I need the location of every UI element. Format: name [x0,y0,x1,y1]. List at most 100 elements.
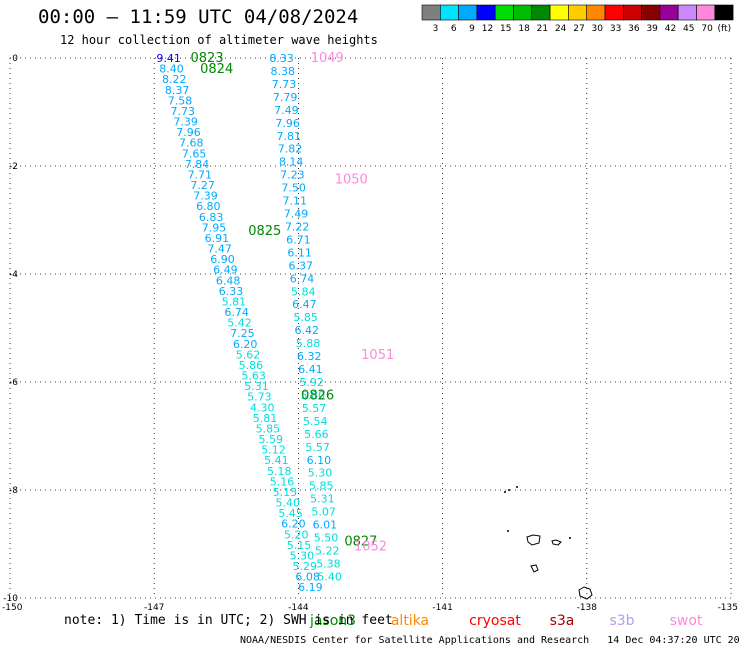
colorbar-swatch [568,4,588,21]
colorbar-swatch [549,4,569,21]
wave-height-label: 7.79 [273,91,298,104]
wave-height-label: 5.40 [317,570,342,583]
y-tick-label: -8 [9,486,18,496]
colorbar-label: 45 [683,24,694,34]
wave-height-label: 7.71 [188,168,213,181]
wave-height-label: 5.62 [236,348,261,361]
colorbar-swatch [458,4,478,21]
wave-height-label: 4.30 [250,401,275,414]
wave-height-label: 5.40 [275,497,300,510]
colorbar-label: 15 [500,24,511,34]
wave-height-label: 5.29 [292,560,317,573]
wave-height-label: 5.86 [239,359,264,372]
wave-height-label: 6.01 [313,519,338,532]
x-tick-label: -147 [144,603,164,613]
wave-height-label: 5.84 [291,285,316,298]
wave-height-label: 7.68 [179,137,204,150]
wave-height-label: 8.37 [165,84,190,97]
pass-time-label: 1051 [361,348,394,363]
footer-note: note: 1) Time is in UTC; 2) SWH is in fe… [64,613,393,628]
pass-time-label: 1052 [354,540,387,555]
colorbar-swatch [714,4,734,21]
wave-height-label: 7.58 [168,94,193,107]
wave-height-label: 5.31 [244,380,269,393]
wave-height-label: 5.63 [241,370,266,383]
x-tick-label: -141 [432,603,452,613]
wave-height-label: 6.74 [290,272,315,285]
wave-height-label: 6.32 [297,350,322,363]
wave-height-label: 7.49 [274,104,299,117]
colorbar-swatch [513,4,533,21]
satellite-legend-s3b: s3b [609,613,634,629]
pass-time-label: 1049 [311,51,344,66]
colorbar-label: 21 [537,24,548,34]
wave-height-label: 6.20 [281,518,306,531]
colorbar-swatch [641,4,661,21]
colorbar-swatch [622,4,642,21]
wave-height-label: 7.49 [284,208,309,221]
colorbar-swatch [586,4,606,21]
colorbar-swatch [604,4,624,21]
wave-height-label: 9.41 [156,52,181,65]
island-dot [569,537,571,539]
wave-height-label: 7.73 [272,78,297,91]
y-tick-label: -6 [9,378,18,388]
wave-height-label: 6.41 [298,363,323,376]
wave-height-label: 6.33 [219,285,244,298]
wave-height-label: 7.11 [283,195,308,208]
wave-height-label: 6.08 [295,571,320,584]
wave-height-label: 6.48 [216,274,241,287]
x-tick-label: -150 [2,603,23,613]
wave-height-label: 8.14 [279,156,304,169]
wave-height-label: 5.20 [284,528,309,541]
wave-height-label: 5.07 [311,506,336,519]
chart-title: 00:00 – 11:59 UTC 04/08/2024 [38,6,359,28]
wave-height-label: 5.66 [304,428,329,441]
colorbar-label: 30 [592,24,604,34]
wave-height-label: 5.42 [227,317,252,330]
wave-height-label: 5.57 [302,402,327,415]
island-dot [508,489,510,491]
island-outline [526,534,541,546]
wave-height-label: 5.18 [267,465,292,478]
wave-height-label: 5.30 [290,549,315,562]
colorbar-label: 70 [701,24,713,34]
satellite-legend-swot: swot [670,613,703,629]
pass-time-label: 0823 [191,51,224,66]
pass-time-label: 0827 [344,534,377,549]
satellite-legend-cryosat: cryosat [469,613,521,629]
satellite-legend-altika: altika [391,613,429,629]
wave-height-label: 5.59 [258,433,283,446]
wave-height-label: 5.50 [314,532,339,545]
island-outline [578,586,593,600]
colorbar-label: 3 [433,24,439,34]
wave-height-label: 5.15 [287,539,312,552]
y-tick-label: -2 [9,162,18,172]
wave-height-label: 7.27 [190,179,215,192]
colorbar-swatch [476,4,496,21]
wave-height-label: 5.81 [222,295,247,308]
colorbar-label: 18 [518,24,530,34]
wave-height-label: 5.80 [301,389,326,402]
wave-height-label: 5.54 [303,415,328,428]
wave-height-label: 5.85 [309,480,334,493]
island-outline [530,564,539,573]
wave-height-label: 5.31 [310,493,335,506]
wave-height-label: 7.39 [193,190,218,203]
colorbar-swatch [494,4,514,21]
wave-height-label: 7.73 [171,105,196,118]
colorbar-label: 6 [451,24,457,34]
wave-height-label: 6.74 [224,306,249,319]
pass-time-label: 0824 [200,62,233,77]
wave-height-label: 8.33 [269,52,294,65]
wave-height-label: 5.88 [296,337,321,350]
wave-height-label: 8.22 [162,73,187,86]
colorbar-label: 33 [610,24,621,34]
wave-height-label: 8.40 [159,63,184,76]
wave-height-label: 5.73 [247,391,272,404]
wave-height-label: 5.81 [253,412,278,425]
wave-height-label: 6.49 [213,264,238,277]
wave-height-label: 7.95 [202,221,227,234]
colorbar-label: 27 [573,24,584,34]
colorbar-label: (ft) [718,24,732,34]
